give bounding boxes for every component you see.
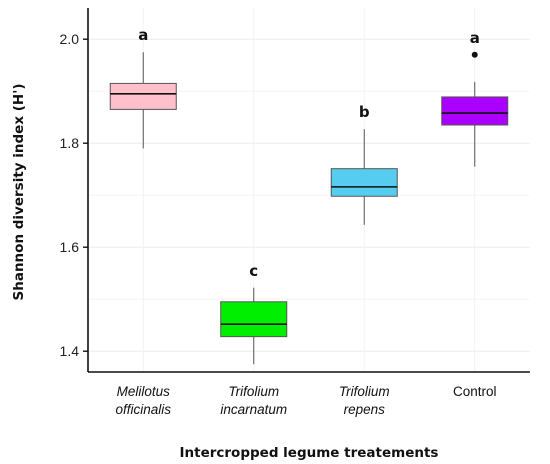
significance-letter: a	[470, 29, 480, 47]
box-group: c	[220, 262, 288, 365]
y-axis-title: Shannon diversity index (H')	[11, 83, 27, 300]
category-label: officinalis	[115, 402, 171, 417]
x-category-labels: Melilotus officinalis Trifolium incarnatum T…	[115, 384, 496, 417]
box-group: b	[330, 103, 398, 225]
box-series: a c b a	[109, 26, 509, 365]
box-group: a	[441, 29, 509, 167]
significance-letter: b	[359, 103, 370, 121]
y-tick-label: 1.6	[60, 239, 80, 255]
category-label: repens	[344, 402, 386, 417]
box-iqr	[441, 96, 509, 126]
significance-letter: c	[249, 262, 258, 280]
y-tick-label: 1.4	[60, 343, 80, 359]
box-group: a	[109, 26, 177, 149]
outlier-point	[471, 51, 478, 58]
y-tick-labels: 1.4 1.6 1.8 2.0	[60, 31, 88, 359]
category-label: incarnatum	[220, 402, 287, 417]
x-axis-title: Intercropped legume treatements	[180, 445, 439, 461]
category-label: Trifolium	[339, 384, 390, 399]
box-iqr	[330, 168, 398, 197]
axes	[87, 8, 530, 373]
y-tick-label: 1.8	[60, 135, 80, 151]
category-label: Melilotus	[117, 384, 171, 399]
category-label: Trifolium	[228, 384, 279, 399]
y-tick-label: 2.0	[60, 31, 80, 47]
category-label: Control	[453, 384, 497, 399]
box-iqr	[109, 82, 177, 110]
box-iqr	[220, 301, 288, 338]
significance-letter: a	[138, 26, 148, 44]
